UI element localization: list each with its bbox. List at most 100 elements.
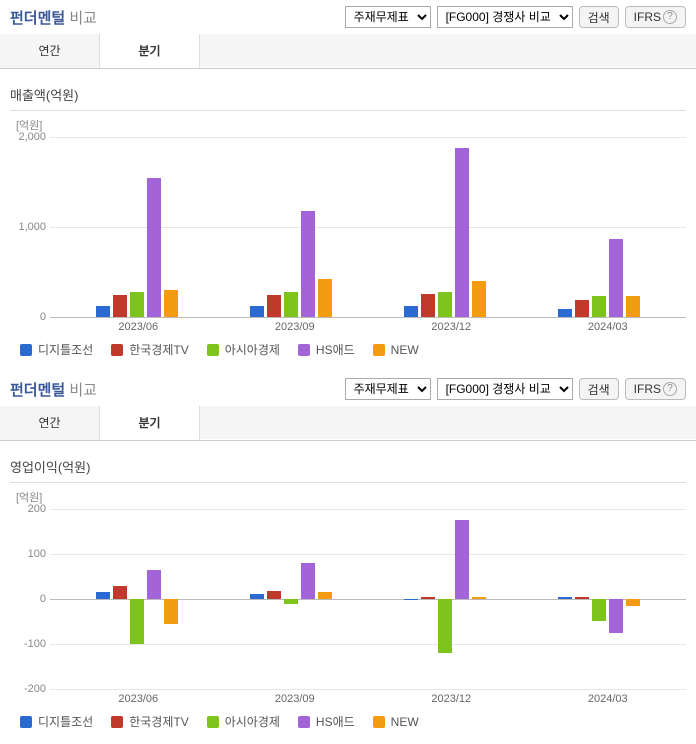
bar xyxy=(438,292,452,317)
select-compare[interactable]: [FG000] 경쟁사 비교 xyxy=(437,6,573,28)
search-button[interactable]: 검색 xyxy=(579,378,619,400)
bar xyxy=(267,591,281,599)
legend-item: 아시아경제 xyxy=(207,341,280,358)
bar xyxy=(250,594,264,599)
panel-title: 펀더멘털 비교 xyxy=(10,7,339,28)
select-statement[interactable]: 주재무제표 xyxy=(345,6,431,28)
legend-swatch xyxy=(20,344,32,356)
bar xyxy=(250,306,264,317)
metric-title: 영업이익(억원) xyxy=(10,451,686,483)
ifrs-button[interactable]: IFRS? xyxy=(625,6,686,28)
legend-item: 한국경제TV xyxy=(111,713,189,730)
y-tick-label: -200 xyxy=(12,683,46,695)
ifrs-button[interactable]: IFRS? xyxy=(625,378,686,400)
legend-item: HS애드 xyxy=(298,713,355,730)
x-tick-label: 2023/06 xyxy=(60,317,217,333)
bar xyxy=(164,599,178,624)
bar xyxy=(130,292,144,317)
y-tick-label: 0 xyxy=(12,593,46,605)
bar-group xyxy=(522,509,676,689)
bar xyxy=(113,586,127,599)
bar xyxy=(284,292,298,317)
bar xyxy=(575,300,589,317)
y-tick-label: 2,000 xyxy=(12,131,46,143)
y-unit: [억원] xyxy=(16,117,686,133)
select-compare[interactable]: [FG000] 경쟁사 비교 xyxy=(437,378,573,400)
bar xyxy=(421,294,435,317)
bar-group xyxy=(60,509,214,689)
bar-group xyxy=(214,137,368,317)
legend-swatch xyxy=(111,344,123,356)
select-statement[interactable]: 주재무제표 xyxy=(345,378,431,400)
x-tick-label: 2024/03 xyxy=(530,689,687,705)
bar xyxy=(472,597,486,599)
tab-annual[interactable]: 연간 xyxy=(0,406,100,440)
x-tick-label: 2023/12 xyxy=(373,689,530,705)
bar xyxy=(113,295,127,318)
y-tick-label: 0 xyxy=(12,311,46,323)
bar xyxy=(438,599,452,653)
bar xyxy=(455,520,469,599)
y-tick-label: 100 xyxy=(12,548,46,560)
legend-item: 디지틀조선 xyxy=(20,341,93,358)
legend-swatch xyxy=(20,716,32,728)
legend-item: 아시아경제 xyxy=(207,713,280,730)
help-icon: ? xyxy=(663,10,677,24)
bar xyxy=(147,178,161,318)
bar-group xyxy=(368,137,522,317)
legend-swatch xyxy=(373,716,385,728)
y-tick-label: 200 xyxy=(12,503,46,515)
bar-group xyxy=(214,509,368,689)
y-unit: [억원] xyxy=(16,489,686,505)
legend-label: NEW xyxy=(391,715,419,729)
x-tick-label: 2023/09 xyxy=(217,317,374,333)
bar-group xyxy=(368,509,522,689)
bar xyxy=(404,599,418,600)
legend-label: 한국경제TV xyxy=(129,713,189,730)
legend-swatch xyxy=(207,344,219,356)
bar xyxy=(421,597,435,599)
bar xyxy=(147,570,161,599)
bar xyxy=(558,309,572,317)
legend-label: HS애드 xyxy=(316,713,355,730)
bar xyxy=(301,211,315,317)
legend-swatch xyxy=(111,716,123,728)
tab-quarter[interactable]: 분기 xyxy=(100,406,200,440)
legend-item: 한국경제TV xyxy=(111,341,189,358)
legend-swatch xyxy=(373,344,385,356)
legend-label: 디지틀조선 xyxy=(38,713,93,730)
bar xyxy=(592,296,606,317)
search-button[interactable]: 검색 xyxy=(579,6,619,28)
bar xyxy=(96,592,110,599)
y-tick-label: -100 xyxy=(12,638,46,650)
legend-item: NEW xyxy=(373,341,419,358)
legend-label: 디지틀조선 xyxy=(38,341,93,358)
bar xyxy=(284,599,298,604)
bar xyxy=(626,599,640,606)
bar xyxy=(472,281,486,317)
bar xyxy=(575,597,589,599)
legend-label: NEW xyxy=(391,343,419,357)
legend-swatch xyxy=(298,344,310,356)
chart-area: 01,0002,000 xyxy=(50,137,686,317)
panel-title: 펀더멘털 비교 xyxy=(10,379,339,400)
bar xyxy=(404,306,418,317)
legend-swatch xyxy=(207,716,219,728)
tab-annual[interactable]: 연간 xyxy=(0,34,100,68)
legend-label: HS애드 xyxy=(316,341,355,358)
bar xyxy=(609,239,623,317)
bar xyxy=(130,599,144,644)
help-icon: ? xyxy=(663,382,677,396)
bar xyxy=(164,290,178,317)
bar-group xyxy=(522,137,676,317)
x-tick-label: 2023/09 xyxy=(217,689,374,705)
legend-swatch xyxy=(298,716,310,728)
tab-quarter[interactable]: 분기 xyxy=(100,34,200,68)
x-tick-label: 2023/06 xyxy=(60,689,217,705)
metric-title: 매출액(억원) xyxy=(10,79,686,111)
chart-area: -200-1000100200 xyxy=(50,509,686,689)
bar xyxy=(455,148,469,317)
bar xyxy=(318,592,332,599)
legend-item: NEW xyxy=(373,713,419,730)
legend-label: 아시아경제 xyxy=(225,713,280,730)
